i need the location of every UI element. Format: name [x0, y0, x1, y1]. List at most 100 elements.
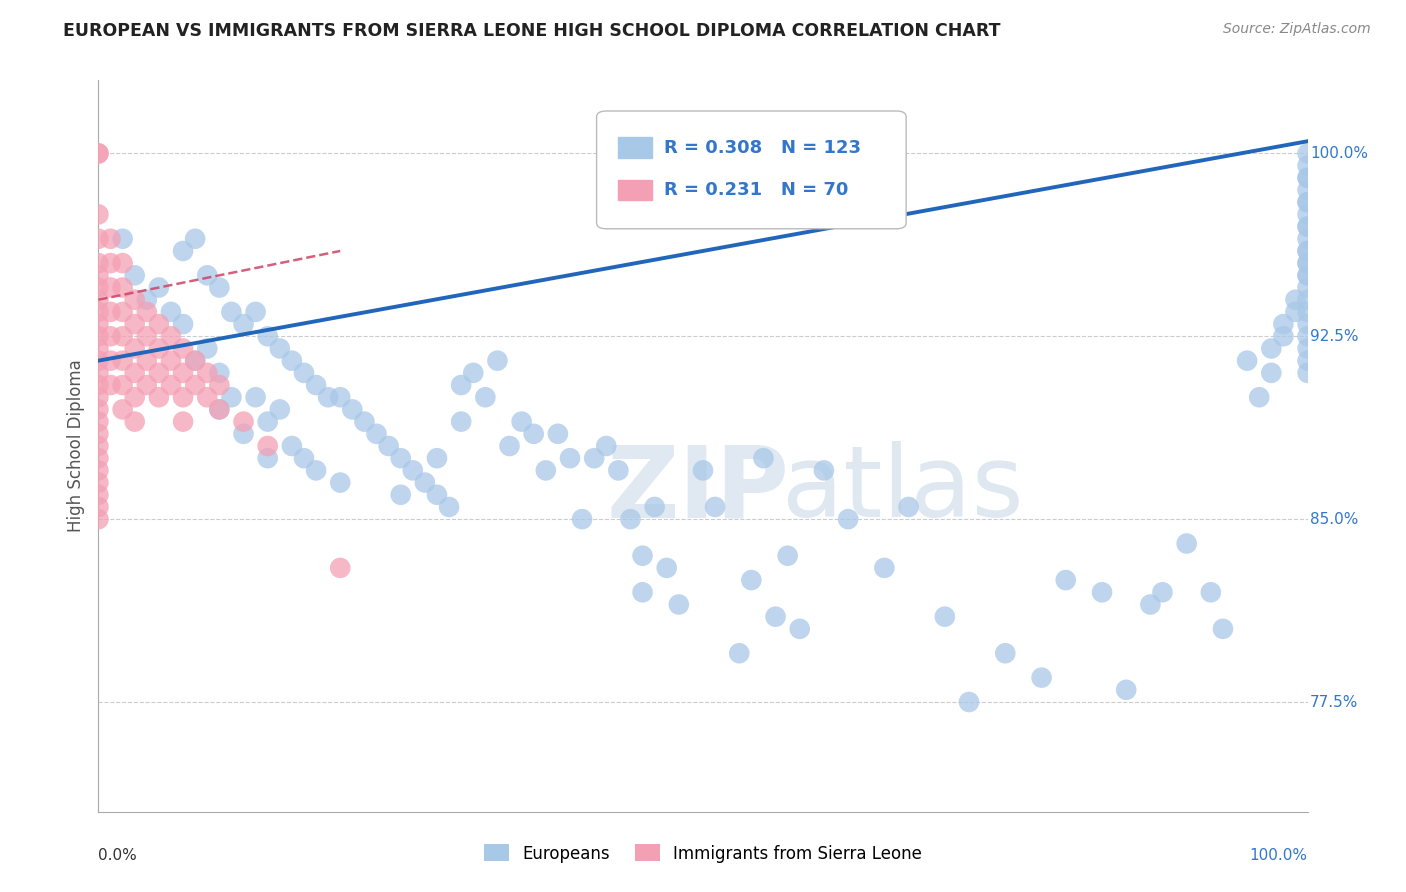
Point: [100, 280, 122, 294]
Point: [124, 366, 146, 380]
Point: [87, 232, 110, 246]
Point: [100, 256, 122, 270]
Point: [595, 439, 617, 453]
Point: [208, 280, 231, 294]
Point: [1249, 390, 1271, 404]
Point: [1260, 366, 1282, 380]
Text: 92.5%: 92.5%: [1310, 329, 1358, 343]
Point: [389, 488, 412, 502]
Point: [631, 549, 654, 563]
Point: [873, 561, 896, 575]
Point: [184, 353, 207, 368]
Point: [1296, 305, 1319, 319]
Point: [547, 426, 569, 441]
Point: [523, 426, 546, 441]
Point: [100, 378, 122, 392]
Point: [87, 451, 110, 466]
Point: [329, 561, 352, 575]
Point: [1296, 170, 1319, 185]
Point: [281, 439, 304, 453]
Point: [644, 500, 666, 514]
Point: [486, 353, 509, 368]
Point: [172, 244, 194, 258]
Point: [583, 451, 606, 466]
Point: [668, 598, 690, 612]
Text: 100.0%: 100.0%: [1250, 848, 1308, 863]
Point: [208, 378, 231, 392]
Point: [221, 390, 243, 404]
Point: [111, 378, 134, 392]
Point: [111, 280, 134, 294]
Point: [111, 232, 134, 246]
Point: [148, 317, 170, 331]
Text: R = 0.308   N = 123: R = 0.308 N = 123: [664, 138, 862, 157]
Point: [329, 475, 352, 490]
Point: [87, 402, 110, 417]
Point: [1272, 329, 1295, 343]
Y-axis label: High School Diploma: High School Diploma: [66, 359, 84, 533]
Point: [100, 329, 122, 343]
Point: [208, 402, 231, 417]
Point: [184, 378, 207, 392]
Point: [124, 390, 146, 404]
Point: [1296, 256, 1319, 270]
Point: [897, 500, 920, 514]
Point: [426, 451, 449, 466]
Point: [1284, 293, 1306, 307]
Point: [413, 475, 436, 490]
Point: [1091, 585, 1114, 599]
Point: [269, 402, 291, 417]
Point: [100, 305, 122, 319]
Point: [87, 293, 110, 307]
Point: [100, 353, 122, 368]
Point: [269, 342, 291, 356]
Point: [957, 695, 980, 709]
Point: [172, 342, 194, 356]
Point: [1296, 170, 1319, 185]
Point: [1296, 280, 1319, 294]
Point: [184, 353, 207, 368]
Point: [329, 390, 352, 404]
Point: [87, 512, 110, 526]
Point: [148, 366, 170, 380]
Point: [1296, 268, 1319, 283]
Legend: Europeans, Immigrants from Sierra Leone: Europeans, Immigrants from Sierra Leone: [477, 838, 929, 869]
Point: [256, 329, 278, 343]
Point: [172, 366, 194, 380]
Point: [534, 463, 557, 477]
Point: [124, 317, 146, 331]
Point: [172, 317, 194, 331]
Point: [1139, 598, 1161, 612]
Text: 100.0%: 100.0%: [1310, 146, 1368, 161]
Point: [558, 451, 581, 466]
Point: [1296, 183, 1319, 197]
Point: [124, 268, 146, 283]
Point: [619, 512, 641, 526]
Text: Source: ZipAtlas.com: Source: ZipAtlas.com: [1223, 22, 1371, 37]
Point: [316, 390, 339, 404]
Point: [208, 366, 231, 380]
Point: [1175, 536, 1198, 550]
Point: [148, 280, 170, 294]
Point: [292, 451, 315, 466]
Point: [1296, 342, 1319, 356]
Point: [148, 390, 170, 404]
Point: [124, 293, 146, 307]
Text: EUROPEAN VS IMMIGRANTS FROM SIERRA LEONE HIGH SCHOOL DIPLOMA CORRELATION CHART: EUROPEAN VS IMMIGRANTS FROM SIERRA LEONE…: [63, 22, 1001, 40]
Point: [1152, 585, 1174, 599]
Point: [195, 366, 218, 380]
Point: [87, 415, 110, 429]
Text: R = 0.231   N = 70: R = 0.231 N = 70: [664, 181, 849, 199]
Point: [1296, 146, 1319, 161]
Point: [1054, 573, 1077, 587]
Text: atlas: atlas: [782, 442, 1024, 539]
Point: [87, 146, 110, 161]
Point: [87, 463, 110, 477]
Point: [789, 622, 811, 636]
Point: [160, 329, 183, 343]
Point: [305, 378, 328, 392]
Point: [571, 512, 593, 526]
Point: [1212, 622, 1234, 636]
Point: [184, 232, 207, 246]
Point: [87, 500, 110, 514]
